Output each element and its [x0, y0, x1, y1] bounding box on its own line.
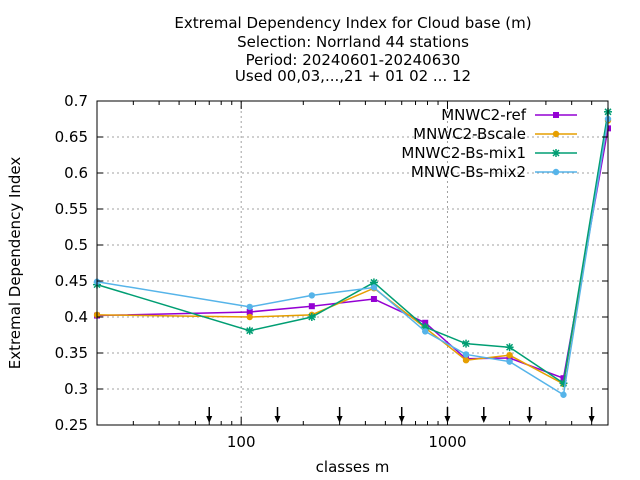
arrow-marker-head [588, 416, 595, 423]
data-point [308, 303, 315, 310]
chart-title-line-4: Used 00,03,...,21 + 01 02 ... 12 [234, 67, 472, 85]
data-point [307, 313, 316, 321]
data-point [246, 308, 253, 315]
chart-title-line-1: Extremal Dependency Index for Cloud base… [174, 14, 532, 32]
y-tick-label: 0.3 [64, 380, 88, 398]
legend-entry: MNWC2-Bs-mix1 [401, 144, 577, 162]
data-point [462, 357, 470, 364]
data-point [370, 284, 378, 291]
x-axis-label: classes m [316, 458, 390, 476]
y-tick-label: 0.45 [55, 272, 88, 290]
y-tick-label: 0.4 [64, 308, 88, 326]
legend-label: MNWC2-ref [441, 106, 526, 124]
x-tick-label: 1000 [428, 433, 466, 451]
plot-frame [96, 100, 609, 426]
series-line [96, 120, 609, 386]
series-layer [93, 107, 612, 398]
y-tick-label: 0.25 [55, 416, 88, 434]
data-point [552, 130, 560, 138]
series-1 [93, 117, 612, 388]
y-tick-label: 0.35 [55, 344, 88, 362]
y-tick-label: 0.65 [55, 128, 88, 146]
data-point [552, 149, 560, 157]
y-axis-label: Extremal Dependency Index [6, 157, 24, 370]
arrow-marker-head [398, 416, 405, 423]
y-tick-label: 0.55 [55, 200, 88, 218]
legend-label: MNWC2-Bscale [413, 125, 526, 143]
chart-title-line-2: Selection: Norrland 44 stations [237, 33, 469, 51]
series-line [96, 128, 609, 380]
series-line [96, 111, 609, 385]
data-point [370, 296, 377, 302]
arrow-marker-head [444, 416, 451, 423]
data-point [506, 358, 513, 365]
legend-entry: MNWC2-Bscale [413, 125, 577, 143]
data-point [560, 391, 567, 398]
arrow-marker-head [480, 416, 487, 423]
data-point [552, 168, 560, 176]
arrow-marker-head [274, 416, 281, 423]
data-point [506, 351, 513, 359]
x-tick-label: 100 [227, 433, 256, 451]
grid-layer [97, 101, 608, 425]
y-tick-label: 0.5 [64, 236, 88, 254]
series-0 [94, 125, 611, 382]
data-point [560, 375, 567, 382]
data-point [422, 328, 429, 335]
y-tick-label: 0.7 [64, 92, 88, 110]
data-point [246, 313, 253, 321]
axes-layer: 0.25 0.3 0.35 0.4 0.45 0.5 0.55 0.6 0.65 0.7 100 10… [55, 92, 609, 451]
data-point [308, 292, 316, 299]
legend-entry: MNWC-Bs-mix2 [411, 163, 577, 181]
data-point [245, 326, 254, 335]
series-2 [93, 107, 612, 388]
data-point [246, 303, 253, 311]
arrow-marker-head [526, 416, 533, 423]
legend: MNWC2-refMNWC2-BscaleMNWC2-Bs-mix1MNWC-B… [401, 106, 577, 181]
data-point [505, 343, 514, 352]
legend-entry: MNWC2-ref [441, 106, 577, 124]
data-point [462, 351, 470, 358]
arrow-marker-head [206, 416, 213, 423]
legend-label: MNWC-Bs-mix2 [411, 163, 526, 181]
data-point [462, 339, 471, 348]
y-tick-label: 0.6 [64, 164, 88, 182]
data-point [422, 319, 429, 326]
chart-title-line-3: Period: 20240601-20240630 [245, 51, 461, 69]
data-point [553, 112, 559, 118]
legend-label: MNWC2-Bs-mix1 [401, 144, 526, 162]
arrow-marker-head [336, 416, 343, 423]
series-3 [93, 115, 612, 398]
